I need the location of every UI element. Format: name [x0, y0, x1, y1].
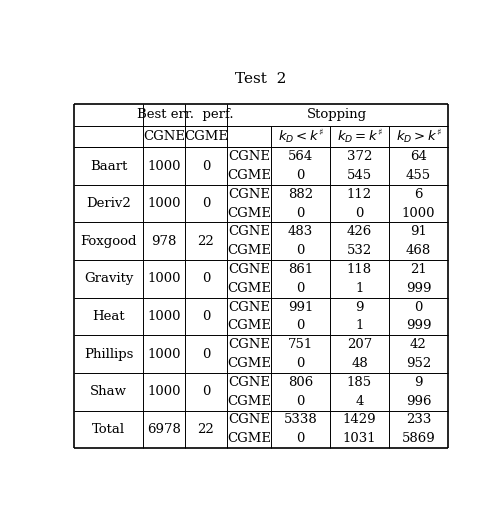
Text: 0: 0: [296, 357, 304, 370]
Text: Shaw: Shaw: [90, 385, 127, 398]
Text: 468: 468: [405, 244, 430, 257]
Text: Phillips: Phillips: [84, 347, 133, 361]
Text: CGNE: CGNE: [227, 150, 270, 163]
Text: 1000: 1000: [147, 160, 180, 173]
Text: 0: 0: [201, 197, 209, 210]
Text: CGME: CGME: [183, 130, 227, 143]
Text: 0: 0: [296, 395, 304, 408]
Text: Foxgood: Foxgood: [81, 235, 137, 248]
Text: Stopping: Stopping: [307, 108, 367, 121]
Text: 0: 0: [296, 244, 304, 257]
Text: Gravity: Gravity: [84, 272, 133, 285]
Text: 751: 751: [287, 338, 313, 351]
Text: 978: 978: [151, 235, 176, 248]
Text: 1: 1: [355, 282, 363, 295]
Text: 532: 532: [346, 244, 371, 257]
Text: 22: 22: [197, 423, 214, 436]
Text: 455: 455: [405, 169, 430, 182]
Text: 0: 0: [413, 301, 422, 313]
Text: 0: 0: [296, 282, 304, 295]
Text: CGNE: CGNE: [143, 130, 185, 143]
Text: CGME: CGME: [226, 169, 271, 182]
Text: 996: 996: [405, 395, 430, 408]
Text: 1000: 1000: [147, 197, 180, 210]
Text: 0: 0: [296, 207, 304, 219]
Text: 185: 185: [346, 376, 371, 389]
Text: 4: 4: [355, 395, 363, 408]
Text: 22: 22: [197, 235, 214, 248]
Text: 9: 9: [355, 301, 363, 313]
Text: 1031: 1031: [342, 432, 376, 446]
Text: CGNE: CGNE: [227, 188, 270, 201]
Text: 0: 0: [296, 169, 304, 182]
Text: 0: 0: [296, 320, 304, 332]
Text: CGME: CGME: [226, 207, 271, 219]
Text: 861: 861: [287, 263, 313, 276]
Text: CGNE: CGNE: [227, 263, 270, 276]
Text: 426: 426: [346, 226, 371, 238]
Text: 6978: 6978: [147, 423, 181, 436]
Text: Test  2: Test 2: [235, 72, 286, 85]
Text: Total: Total: [92, 423, 125, 436]
Text: 118: 118: [346, 263, 371, 276]
Text: 21: 21: [409, 263, 426, 276]
Text: CGME: CGME: [226, 320, 271, 332]
Text: 5869: 5869: [401, 432, 434, 446]
Text: 0: 0: [201, 272, 209, 285]
Text: 372: 372: [346, 150, 371, 163]
Text: Heat: Heat: [92, 310, 125, 323]
Text: 1000: 1000: [147, 310, 180, 323]
Text: $k_D > k^{\sharp}$: $k_D > k^{\sharp}$: [395, 128, 440, 145]
Text: 112: 112: [346, 188, 371, 201]
Text: 1429: 1429: [342, 414, 376, 427]
Text: 0: 0: [201, 385, 209, 398]
Text: Deriv2: Deriv2: [86, 197, 131, 210]
Text: 0: 0: [201, 347, 209, 361]
Text: 6: 6: [413, 188, 422, 201]
Text: Baart: Baart: [90, 160, 127, 173]
Text: 9: 9: [413, 376, 422, 389]
Text: CGME: CGME: [226, 432, 271, 446]
Text: 64: 64: [409, 150, 426, 163]
Text: 5338: 5338: [283, 414, 317, 427]
Text: CGNE: CGNE: [227, 414, 270, 427]
Text: 1: 1: [355, 320, 363, 332]
Text: 48: 48: [350, 357, 367, 370]
Text: CGNE: CGNE: [227, 338, 270, 351]
Text: CGNE: CGNE: [227, 226, 270, 238]
Text: CGME: CGME: [226, 357, 271, 370]
Text: CGNE: CGNE: [227, 301, 270, 313]
Text: 1000: 1000: [401, 207, 434, 219]
Text: CGME: CGME: [226, 282, 271, 295]
Text: 999: 999: [405, 282, 430, 295]
Text: CGME: CGME: [226, 395, 271, 408]
Text: 483: 483: [287, 226, 313, 238]
Text: CGNE: CGNE: [227, 376, 270, 389]
Text: 91: 91: [409, 226, 426, 238]
Text: 806: 806: [287, 376, 313, 389]
Text: 882: 882: [288, 188, 313, 201]
Text: 991: 991: [287, 301, 313, 313]
Text: 1000: 1000: [147, 347, 180, 361]
Text: 0: 0: [355, 207, 363, 219]
Text: 0: 0: [296, 432, 304, 446]
Text: 564: 564: [287, 150, 313, 163]
Text: $k_D = k^{\sharp}$: $k_D = k^{\sharp}$: [336, 128, 382, 145]
Text: 207: 207: [346, 338, 371, 351]
Text: 1000: 1000: [147, 385, 180, 398]
Text: 952: 952: [405, 357, 430, 370]
Text: 545: 545: [346, 169, 371, 182]
Text: 233: 233: [405, 414, 430, 427]
Text: $k_D < k^{\sharp}$: $k_D < k^{\sharp}$: [277, 128, 323, 145]
Text: 0: 0: [201, 160, 209, 173]
Text: 0: 0: [201, 310, 209, 323]
Text: 42: 42: [409, 338, 426, 351]
Text: 999: 999: [405, 320, 430, 332]
Text: 1000: 1000: [147, 272, 180, 285]
Text: CGME: CGME: [226, 244, 271, 257]
Text: Best err.  perf.: Best err. perf.: [136, 108, 233, 121]
